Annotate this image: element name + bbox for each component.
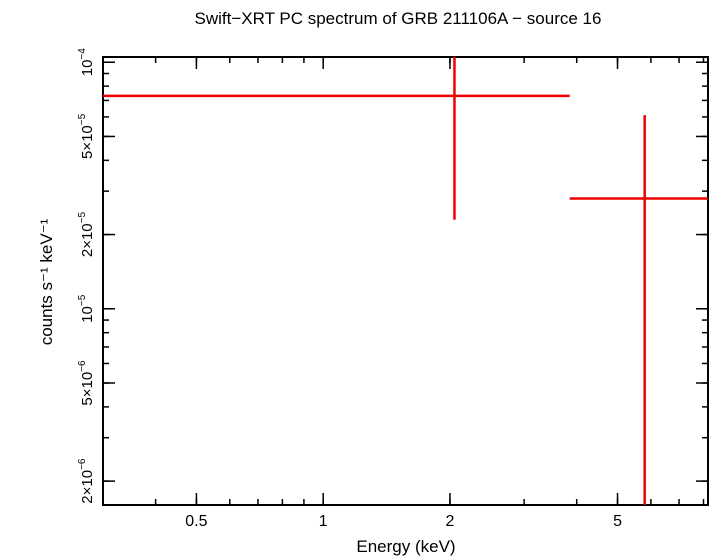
chart-title: Swift−XRT PC spectrum of GRB 211106A − s… — [195, 9, 602, 28]
y-tick-label: 5×10−5 — [77, 113, 96, 159]
x-axis-ticks: 0.5 1 2 5 — [185, 57, 622, 530]
y-tick-label: 5×10−6 — [77, 360, 96, 406]
x-tick-label: 5 — [613, 513, 622, 530]
y-tick-label: 2×10−6 — [77, 458, 96, 504]
plot-frame — [102, 56, 709, 506]
x-tick-label: 1 — [319, 513, 328, 530]
x-tick-label: 0.5 — [185, 513, 207, 530]
x-tick-label: 2 — [445, 513, 454, 530]
y-tick-label: 10−5 — [77, 294, 96, 323]
y-tick-label: 2×10−5 — [77, 212, 96, 258]
y-axis-ticks: 10−4 5×10−5 2×10−5 10−5 5×10−6 2×10−6 — [77, 48, 708, 504]
x-axis-label: Energy (keV) — [356, 537, 455, 556]
y-tick-label: 10−4 — [77, 48, 96, 77]
minor-ticks — [102, 57, 708, 505]
data-points — [103, 57, 708, 505]
y-axis-label: counts s⁻¹ keV⁻¹ — [37, 218, 56, 345]
